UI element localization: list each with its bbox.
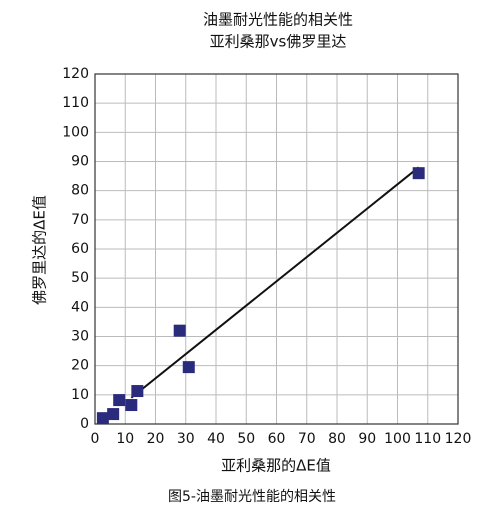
y-tick-label: 50: [71, 270, 89, 286]
y-tick-label: 40: [71, 299, 89, 315]
y-tick-label: 60: [71, 241, 89, 257]
trend-line: [130, 166, 420, 399]
x-tick-label: 70: [298, 431, 316, 447]
y-tick-label: 20: [71, 358, 89, 374]
x-tick-label: 20: [147, 431, 165, 447]
chart-title: 油墨耐光性能的相关性: [203, 11, 353, 29]
y-tick-label: 0: [80, 416, 89, 432]
plot-frame: [94, 73, 459, 425]
point: [96, 412, 109, 425]
y-tick-label: 100: [62, 124, 89, 140]
point: [182, 361, 195, 374]
point: [107, 408, 120, 421]
y-tick-label: 120: [62, 66, 89, 82]
caption: 图5-油墨耐光性能的相关性: [168, 489, 336, 505]
x-tick-label: 30: [177, 431, 195, 447]
y-tick-label: 10: [71, 387, 89, 403]
x-tick-label: 110: [414, 431, 441, 447]
y-tick-label: 30: [71, 329, 89, 345]
x-tick-label: 90: [358, 431, 376, 447]
x-axis-label: 亚利桑那的ΔE值: [221, 457, 331, 475]
x-tick-label: 100: [384, 431, 411, 447]
y-tick-label: 70: [71, 212, 89, 228]
x-tick-label: 120: [445, 431, 472, 447]
x-tick-label: 50: [237, 431, 255, 447]
x-tick-label: 60: [268, 431, 286, 447]
y-tick-label: 110: [62, 95, 89, 111]
y-axis-label: 佛罗里达的ΔE值: [31, 195, 49, 305]
point: [412, 167, 425, 180]
point: [125, 399, 138, 412]
chart-subtitle: 亚利桑那vs佛罗里达: [210, 33, 347, 51]
x-tick-label: 40: [207, 431, 225, 447]
point: [173, 324, 186, 337]
x-tick-label: 10: [116, 431, 134, 447]
y-tick-label: 80: [71, 183, 89, 199]
x-tick-label: 0: [91, 431, 100, 447]
y-tick-label: 90: [71, 154, 89, 170]
point: [131, 385, 144, 398]
point: [113, 394, 126, 407]
x-tick-label: 80: [328, 431, 346, 447]
